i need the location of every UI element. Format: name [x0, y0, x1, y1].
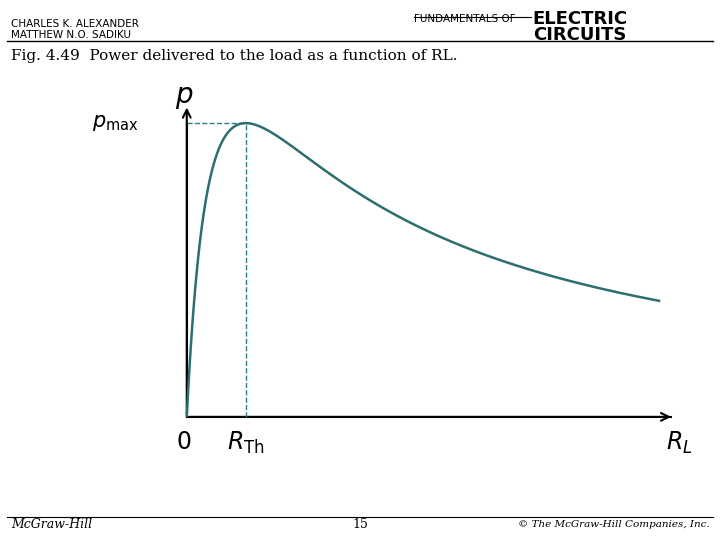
Text: © The McGraw-Hill Companies, Inc.: © The McGraw-Hill Companies, Inc. [518, 521, 709, 529]
Text: $p_{\mathrm{max}}$: $p_{\mathrm{max}}$ [92, 113, 139, 133]
Text: $R_{\mathrm{Th}}$: $R_{\mathrm{Th}}$ [227, 429, 265, 456]
Text: 15: 15 [352, 518, 368, 531]
Text: $0$: $0$ [176, 431, 192, 454]
Text: $p$: $p$ [175, 84, 193, 111]
Text: FUNDAMENTALS OF: FUNDAMENTALS OF [414, 14, 516, 24]
Text: McGraw-Hill: McGraw-Hill [11, 518, 92, 531]
Text: $R_L$: $R_L$ [667, 429, 693, 456]
Text: CHARLES K. ALEXANDER: CHARLES K. ALEXANDER [11, 19, 139, 29]
Text: CIRCUITS: CIRCUITS [533, 26, 626, 44]
Text: Fig. 4.49  Power delivered to the load as a function of RL.: Fig. 4.49 Power delivered to the load as… [11, 49, 457, 63]
Text: MATTHEW N.O. SADIKU: MATTHEW N.O. SADIKU [11, 30, 131, 40]
Text: ELECTRIC: ELECTRIC [533, 10, 628, 28]
